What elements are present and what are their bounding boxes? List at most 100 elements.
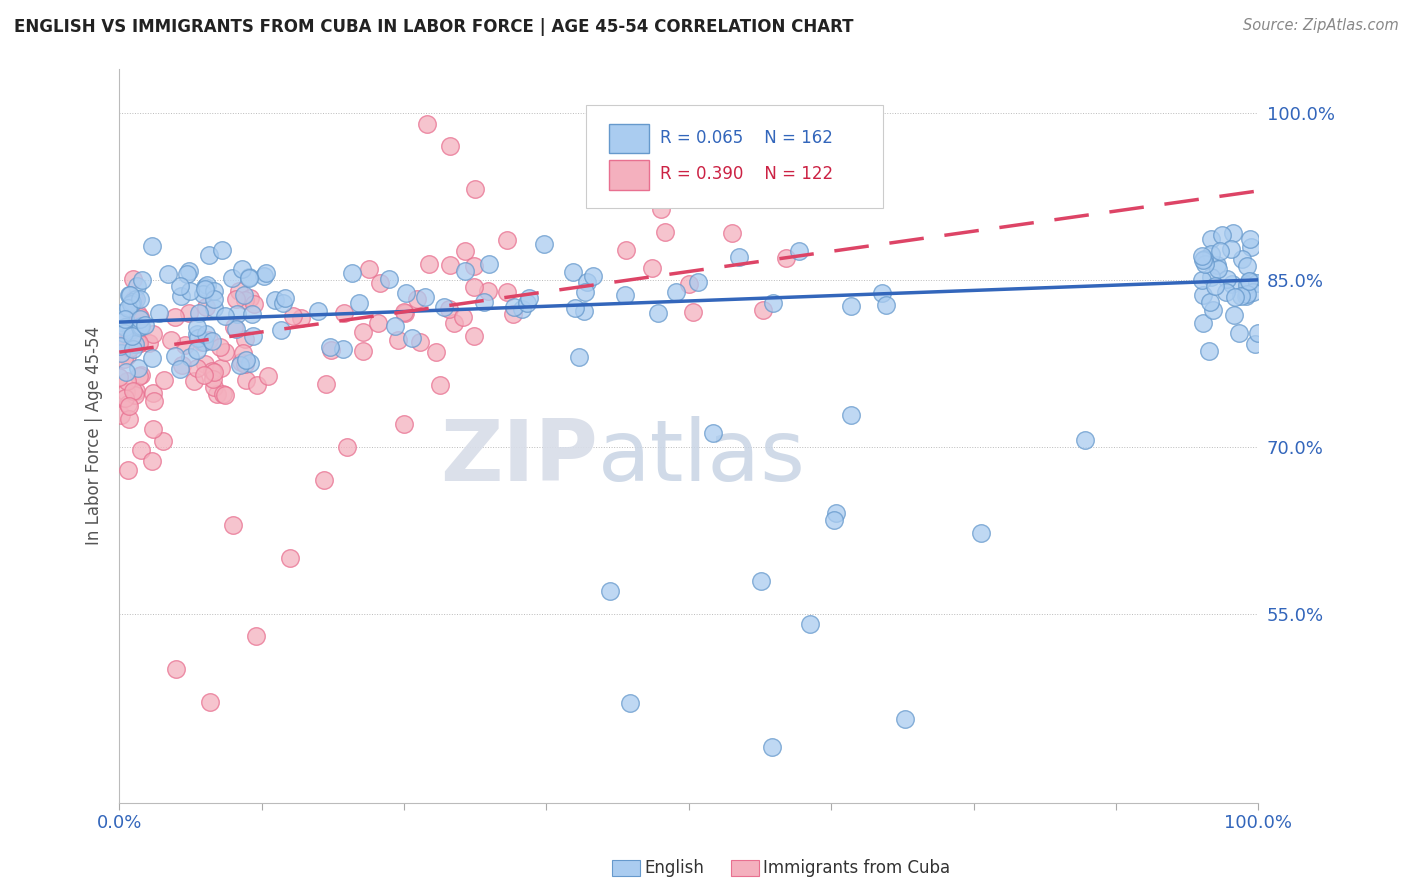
Point: [240, 307, 263, 321]
Point: [110, 306, 132, 320]
Point: [1204, 278, 1226, 293]
Point: [1202, 303, 1225, 318]
Point: [575, 276, 598, 290]
Point: [141, 239, 163, 253]
Point: [187, 306, 209, 320]
Point: [173, 338, 195, 352]
Point: [228, 358, 250, 372]
Point: [128, 369, 150, 384]
Point: [211, 387, 233, 401]
Point: [1223, 290, 1246, 304]
Point: [242, 329, 264, 343]
Point: [201, 372, 224, 386]
Point: [117, 463, 139, 477]
Point: [418, 257, 440, 271]
Point: [142, 386, 165, 401]
Point: [165, 662, 187, 676]
Point: [120, 297, 142, 311]
Point: [202, 365, 225, 379]
Point: [209, 340, 232, 354]
Point: [439, 258, 461, 272]
Point: [209, 361, 232, 376]
Point: [194, 279, 217, 293]
Point: [665, 285, 688, 299]
Point: [463, 259, 485, 273]
Point: [384, 318, 406, 333]
Point: [413, 290, 436, 304]
Point: [176, 268, 198, 282]
FancyBboxPatch shape: [609, 161, 650, 190]
Point: [118, 288, 141, 302]
Point: [195, 277, 218, 292]
Point: [114, 321, 136, 335]
Point: [142, 422, 165, 436]
FancyBboxPatch shape: [586, 105, 883, 208]
Point: [128, 335, 150, 350]
Point: [1239, 232, 1261, 246]
Point: [614, 288, 637, 302]
Point: [1220, 242, 1243, 256]
Point: [478, 257, 501, 271]
Point: [202, 292, 225, 306]
Point: [342, 266, 364, 280]
Point: [222, 319, 245, 334]
Point: [112, 326, 135, 340]
Point: [568, 350, 591, 364]
Point: [131, 273, 153, 287]
Point: [129, 292, 152, 306]
Point: [170, 358, 193, 372]
Point: [1241, 285, 1264, 300]
Point: [169, 361, 191, 376]
Point: [131, 443, 153, 458]
Point: [257, 369, 280, 384]
Point: [1074, 433, 1097, 447]
Point: [193, 334, 215, 349]
Point: [232, 288, 254, 302]
Point: [367, 317, 389, 331]
Point: [1236, 278, 1258, 293]
Point: [1191, 253, 1213, 268]
Point: [654, 225, 676, 239]
Point: [129, 310, 152, 324]
Point: [231, 262, 253, 277]
Point: [253, 269, 276, 284]
Point: [574, 304, 596, 318]
Point: [110, 345, 132, 359]
Point: [233, 332, 256, 346]
Point: [433, 300, 456, 314]
Point: [307, 304, 329, 318]
Point: [1192, 252, 1215, 267]
Point: [1192, 316, 1215, 330]
Point: [242, 297, 264, 311]
Point: [211, 243, 233, 257]
Point: [163, 349, 186, 363]
Point: [108, 339, 131, 353]
Point: [214, 388, 236, 402]
Point: [503, 300, 526, 314]
Point: [201, 334, 224, 348]
Point: [129, 368, 152, 383]
Point: [198, 333, 221, 347]
Point: [231, 355, 253, 369]
Point: [114, 312, 136, 326]
Point: [157, 267, 180, 281]
Point: [121, 329, 143, 343]
Point: [599, 583, 621, 598]
Point: [1192, 288, 1215, 302]
Text: R = 0.390    N = 122: R = 0.390 N = 122: [661, 165, 834, 183]
Point: [395, 286, 418, 301]
Text: ZIP: ZIP: [440, 416, 598, 500]
Text: Source: ZipAtlas.com: Source: ZipAtlas.com: [1243, 18, 1399, 33]
Point: [349, 296, 371, 310]
Point: [439, 139, 461, 153]
Point: [114, 391, 136, 405]
Point: [495, 285, 517, 299]
Point: [387, 333, 409, 347]
Text: English: English: [644, 859, 704, 877]
Point: [1230, 289, 1253, 303]
Point: [650, 202, 672, 216]
Point: [1199, 246, 1222, 260]
Point: [125, 384, 148, 398]
Point: [451, 310, 474, 324]
Point: [839, 408, 862, 422]
